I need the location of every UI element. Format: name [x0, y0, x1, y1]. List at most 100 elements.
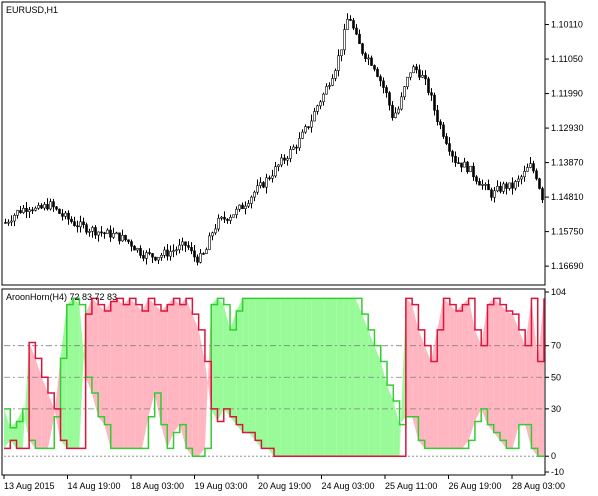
candle-body: [376, 68, 379, 77]
candle-body: [67, 212, 70, 220]
bear-fill-segment: [142, 298, 149, 449]
candle-body: [319, 101, 322, 107]
indicator-level-label: 70: [551, 341, 561, 351]
candle-body: [172, 250, 175, 252]
candle-body: [118, 232, 121, 242]
candle-body: [448, 143, 451, 152]
candle-body: [388, 92, 391, 106]
bear-fill-segment: [123, 298, 130, 449]
candle-body: [100, 231, 103, 234]
bull-fill-segment: [255, 298, 262, 449]
candle-body: [214, 228, 217, 234]
bull-fill-segment: [16, 408, 23, 449]
candle-body: [367, 57, 370, 60]
indicator-panel[interactable]: AroonHorn(H4) 72 83 72 83 104 70 50 30 0 -10: [1, 287, 566, 477]
price-label: 1.10110: [551, 20, 583, 30]
indicator-panel-title: AroonHorn(H4) 72 83 72 83: [6, 292, 117, 302]
candle-body: [178, 244, 181, 251]
candle-body: [400, 96, 403, 110]
candle-body: [103, 232, 106, 234]
candle-body: [142, 255, 145, 259]
candle-body: [124, 234, 127, 241]
candle-body: [328, 85, 331, 87]
candle-body: [46, 204, 49, 210]
bear-fill-segment: [468, 298, 475, 441]
bear-fill-segment: [449, 304, 457, 449]
candle-body: [235, 208, 238, 216]
candle-body: [325, 86, 328, 95]
bear-fill-segment: [29, 342, 36, 449]
candle-body: [343, 29, 346, 51]
candle-body: [292, 146, 295, 150]
candle-body: [16, 210, 19, 216]
candle-body: [7, 221, 10, 224]
bear-fill-segment: [418, 329, 425, 449]
bull-fill-segment: [223, 304, 231, 417]
candle-body: [82, 221, 85, 226]
bull-fill-segment: [292, 298, 300, 457]
candle-body: [160, 255, 163, 258]
candle-body: [280, 157, 283, 166]
candle-body: [79, 221, 82, 228]
bull-fill-segment: [242, 298, 249, 433]
candle-body: [88, 231, 91, 233]
candle-body: [370, 57, 373, 66]
candle-body: [277, 164, 280, 167]
bull-fill-segment: [230, 310, 237, 425]
candle-body: [397, 108, 400, 114]
candle-body: [73, 221, 76, 227]
candle-body: [220, 216, 223, 219]
candle-body: [187, 245, 190, 248]
candle-body: [70, 218, 73, 223]
bull-fill-segment: [361, 314, 369, 457]
candle-body: [460, 162, 463, 168]
candle-body: [25, 207, 28, 212]
bear-fill-segment: [405, 298, 413, 417]
main-panel-title: EURUSD,H1: [6, 5, 58, 15]
bull-fill-segment: [349, 298, 356, 457]
candle-body: [58, 208, 61, 214]
candle-body: [424, 75, 427, 80]
candle-body: [22, 207, 25, 213]
candle-body: [199, 253, 202, 263]
candle-body: [493, 190, 496, 198]
candle-body: [97, 231, 100, 236]
bear-fill-segment: [525, 298, 532, 449]
candle-body: [517, 178, 520, 182]
bear-fill-segment: [531, 298, 538, 457]
candle-body: [238, 204, 241, 210]
candle-body: [529, 163, 532, 168]
bull-fill-segment: [399, 298, 406, 457]
candle-body: [265, 177, 268, 188]
bear-fill-segment: [462, 298, 469, 449]
candle-body: [394, 112, 397, 119]
price-label: 1.14810: [551, 192, 584, 202]
bear-fill-segment: [98, 304, 105, 425]
candle-body: [334, 70, 337, 79]
price-label: 1.15750: [551, 227, 584, 237]
candle-body: [127, 239, 130, 242]
bull-fill-segment: [211, 298, 218, 422]
bear-fill-segment: [204, 304, 212, 449]
candle-body: [457, 162, 460, 164]
candle-body: [484, 184, 487, 186]
bull-fill-segment: [274, 298, 281, 457]
bear-fill-segment: [167, 298, 174, 449]
bear-fill-segment: [117, 298, 124, 449]
main-price-panel[interactable]: EURUSD,H1 1.166901.157501.148101.138701.…: [1, 1, 584, 286]
time-label: 28 Aug 03:00: [512, 481, 565, 491]
bear-fill-segment: [91, 298, 99, 417]
candle-body: [244, 205, 247, 209]
candle-body: [259, 182, 262, 187]
candle-body: [112, 233, 115, 238]
candle-body: [130, 241, 133, 247]
indicator-level-axis: 104 70 50 30 0 -10: [545, 287, 566, 477]
bull-fill-segment: [387, 385, 394, 457]
time-label: 13 Aug 2015: [4, 481, 55, 491]
candle-body: [181, 241, 184, 246]
indicator-panel-frame: [1, 288, 546, 476]
candle-body: [316, 105, 319, 112]
candle-body: [301, 131, 304, 139]
price-label: 1.16690: [551, 261, 584, 271]
